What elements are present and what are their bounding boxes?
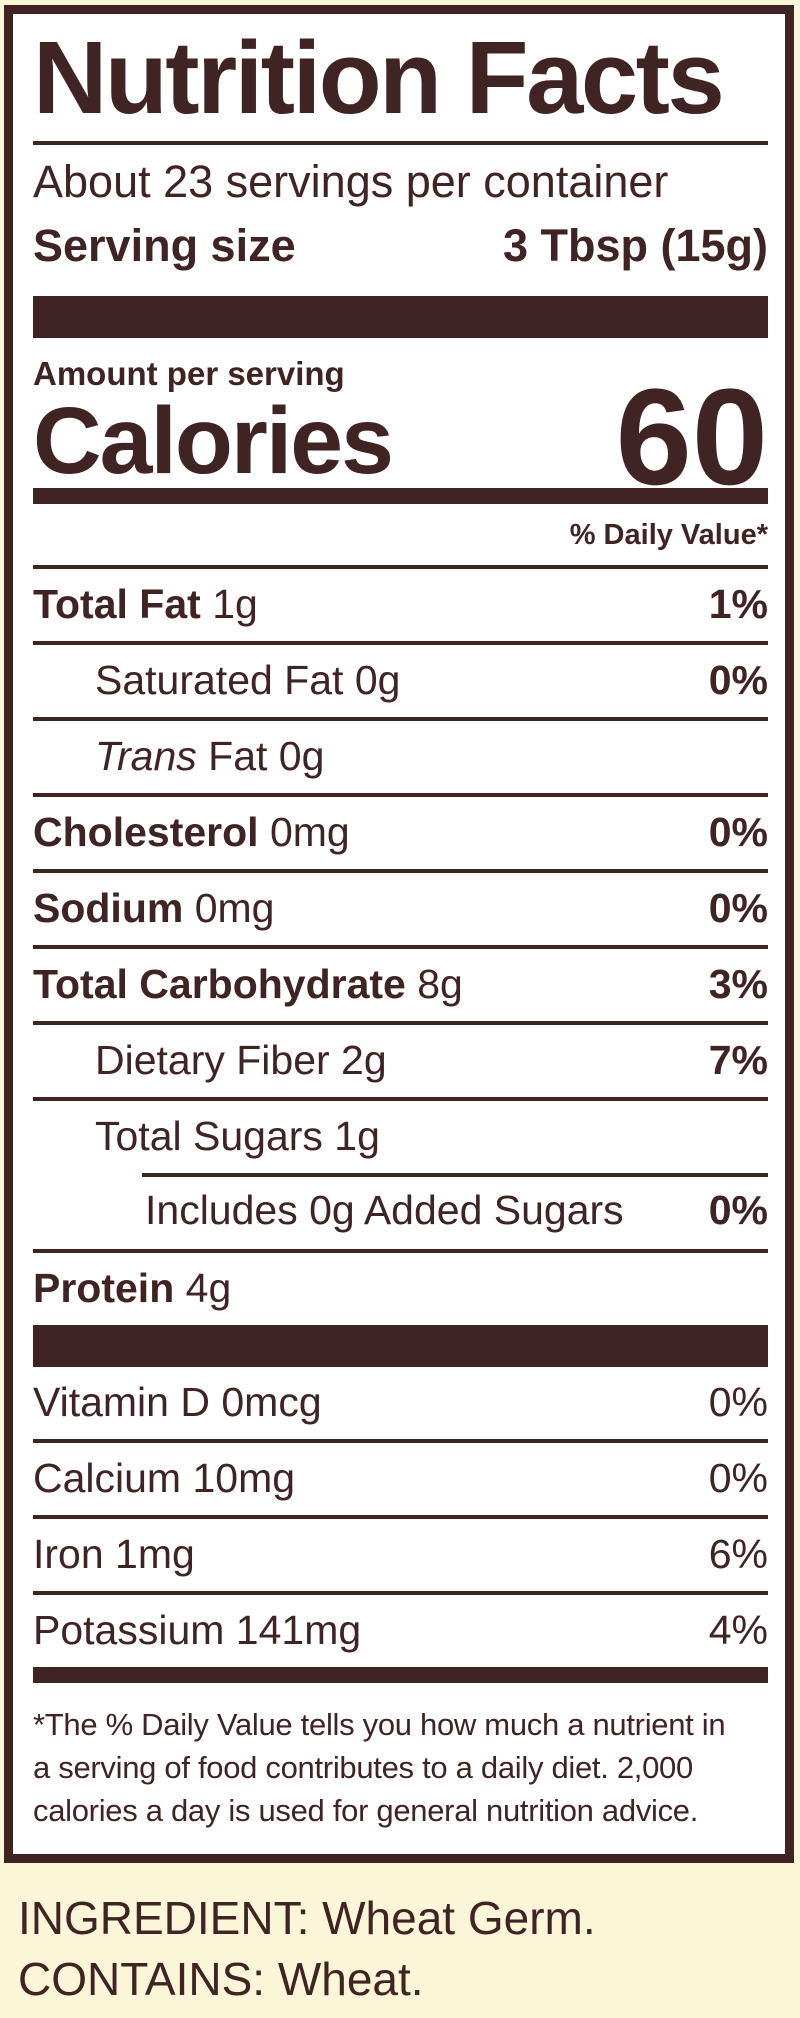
nutrient-amount: Saturated Fat 0g: [95, 657, 401, 704]
nutrient-name-italic-part: Trans: [95, 733, 197, 780]
nutrient-amount: Dietary Fiber 2g: [95, 1037, 387, 1084]
footnote-line: *The % Daily Value tells you how much a …: [33, 1706, 726, 1742]
daily-value: 0%: [708, 885, 768, 932]
nutrient-row-trans-fat: Trans Fat 0g: [33, 716, 768, 793]
calories-value: 60: [615, 361, 768, 515]
ingredient-line: INGREDIENT: Wheat Germ.: [18, 1892, 596, 1944]
footnote-line: calories a day is used for general nutri…: [33, 1792, 699, 1828]
daily-value: 4%: [708, 1607, 768, 1654]
nutrient-amount: 4g: [174, 1265, 232, 1312]
label-content: Nutrition Facts About 23 servings per co…: [13, 14, 785, 1832]
nutrient-amount: Fat 0g: [196, 733, 325, 780]
vitamin-row-iron: Iron 1mg 6%: [33, 1514, 768, 1591]
nutrient-name-bold-part: Total Carbohydrate: [33, 961, 406, 1008]
calories-block: Amount per serving Calories 60: [33, 338, 768, 506]
daily-value: 0%: [708, 1379, 768, 1426]
servings-per-container: About 23 servings per container: [33, 155, 669, 207]
vitamin-row-vitamin-d: Vitamin D 0mcg 0%: [33, 1367, 768, 1439]
divider: [33, 140, 768, 145]
nutrient-row-sodium: Sodium 0mg 0%: [33, 868, 768, 945]
nutrient-name: Saturated Fat 0g: [33, 657, 400, 704]
nutrient-amount: 0mg: [258, 809, 350, 856]
daily-value-header: % Daily Value*: [569, 518, 768, 551]
serving-size-value: 3 Tbsp (15g): [502, 219, 768, 271]
nutrient-row-dietary-fiber: Dietary Fiber 2g 7%: [33, 1020, 768, 1097]
daily-value: 3%: [708, 961, 768, 1008]
section-bar-thick: [33, 1324, 768, 1367]
section-bar-thick: [33, 295, 768, 338]
vitamin-name: Potassium 141mg: [33, 1607, 362, 1654]
vitamin-name: Vitamin D 0mcg: [33, 1379, 322, 1426]
contains-line: CONTAINS: Wheat.: [18, 1953, 424, 2005]
nutrient-amount: Total Sugars 1g: [95, 1113, 380, 1160]
nutrient-name: Dietary Fiber 2g: [33, 1037, 387, 1084]
nutrient-name: Total Fat 1g: [33, 581, 258, 628]
daily-value-footnote: *The % Daily Value tells you how much a …: [33, 1683, 768, 1832]
nutrient-amount: 8g: [405, 961, 463, 1008]
serving-size-label: Serving size: [33, 219, 296, 271]
serving-size-row: Serving size 3 Tbsp (15g): [33, 212, 768, 278]
daily-value: 6%: [708, 1531, 768, 1578]
nutrient-row-protein: Protein 4g: [33, 1248, 768, 1325]
nutrition-facts-label: Nutrition Facts About 23 servings per co…: [4, 5, 794, 1863]
nutrient-name: Total Sugars 1g: [33, 1113, 380, 1160]
nutrient-name: Protein 4g: [33, 1265, 231, 1312]
nutrient-name-bold-part: Sodium: [33, 885, 184, 932]
nutrient-row-total-fat: Total Fat 1g 1%: [33, 564, 768, 641]
nutrient-name: Includes 0g Added Sugars: [33, 1187, 624, 1234]
nutrient-row-total-sugars: Total Sugars 1g: [33, 1096, 768, 1173]
nutrient-amount: 0mg: [183, 885, 275, 932]
vitamin-name: Iron 1mg: [33, 1531, 195, 1578]
nutrient-name: Sodium 0mg: [33, 885, 274, 932]
daily-value: 0%: [708, 1187, 768, 1234]
calories-label: Calories: [33, 387, 394, 494]
vitamin-row-calcium: Calcium 10mg 0%: [33, 1438, 768, 1515]
nutrient-name: Cholesterol 0mg: [33, 809, 350, 856]
section-bar-medium: [33, 1666, 768, 1683]
daily-value: 0%: [708, 1455, 768, 1502]
label-title: Nutrition Facts: [33, 20, 725, 135]
nutrient-name: Total Carbohydrate 8g: [33, 961, 463, 1008]
footnote-line: a serving of food contributes to a daily…: [33, 1749, 693, 1785]
nutrient-row-added-sugars: Includes 0g Added Sugars 0%: [33, 1172, 768, 1249]
nutrient-name-bold-part: Total Fat: [33, 581, 201, 628]
nutrient-name-bold-part: Cholesterol: [33, 809, 259, 856]
vitamin-row-potassium: Potassium 141mg 4%: [33, 1590, 768, 1667]
nutrient-amount: 1g: [200, 581, 258, 628]
daily-value: 0%: [708, 809, 768, 856]
nutrient-row-cholesterol: Cholesterol 0mg 0%: [33, 792, 768, 869]
nutrient-row-saturated-fat: Saturated Fat 0g 0%: [33, 640, 768, 717]
daily-value: 1%: [708, 581, 768, 628]
nutrient-row-total-carbohydrate: Total Carbohydrate 8g 3%: [33, 944, 768, 1021]
daily-value: 7%: [708, 1037, 768, 1084]
nutrient-amount: Includes 0g Added Sugars: [145, 1187, 624, 1234]
nutrient-name-bold-part: Protein: [33, 1265, 175, 1312]
vitamin-name: Calcium 10mg: [33, 1455, 296, 1502]
amount-per-serving-label: Amount per serving: [33, 354, 345, 392]
nutrient-name: Trans Fat 0g: [33, 733, 324, 780]
ingredients-block: INGREDIENT: Wheat Germ. CONTAINS: Wheat.: [18, 1888, 596, 2010]
section-bar-medium: [33, 487, 768, 504]
daily-value: 0%: [708, 657, 768, 704]
